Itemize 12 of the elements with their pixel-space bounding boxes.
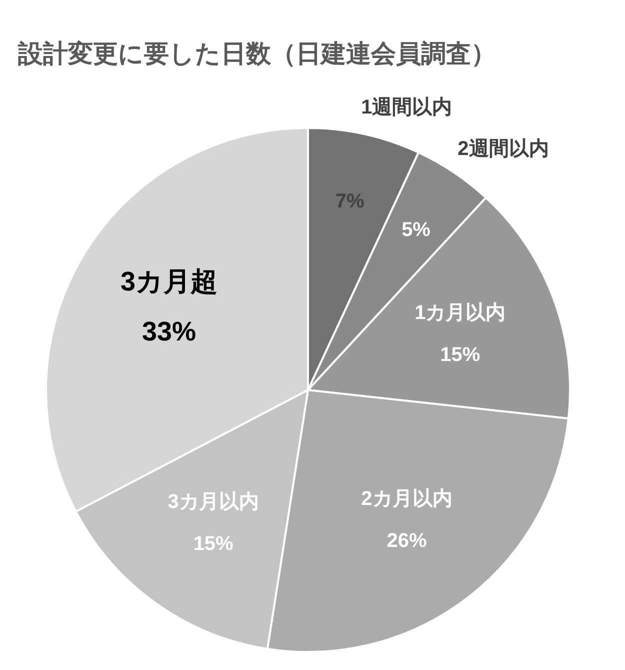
chart-title: 設計変更に要した日数（日建連会員調査）: [17, 40, 496, 68]
data-label: 15%: [193, 533, 234, 556]
data-label: 15%: [440, 344, 480, 366]
slice-label: 1週間以内: [361, 96, 452, 119]
slice-label: 1カ月以内: [414, 302, 506, 324]
slice-label: 2週間以内: [458, 138, 549, 160]
slice-label: 3カ月超: [120, 266, 218, 296]
data-label: 26%: [386, 530, 427, 552]
data-label: 33%: [142, 316, 196, 346]
data-label: 5%: [402, 219, 431, 242]
slice-label: 2カ月以内: [361, 488, 452, 510]
slice-label: 3カ月以内: [168, 491, 259, 514]
